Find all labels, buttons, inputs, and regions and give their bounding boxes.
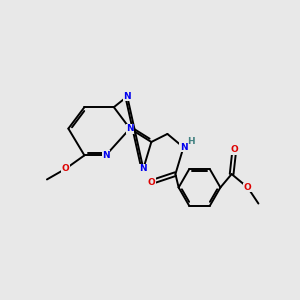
- Text: N: N: [123, 92, 131, 101]
- Text: N: N: [180, 143, 187, 152]
- Text: O: O: [244, 183, 252, 192]
- Text: N: N: [102, 151, 110, 160]
- Text: O: O: [230, 146, 238, 154]
- Text: N: N: [140, 164, 147, 173]
- Text: O: O: [148, 178, 155, 187]
- Text: H: H: [187, 137, 195, 146]
- Text: N: N: [126, 124, 134, 133]
- Text: O: O: [62, 164, 70, 173]
